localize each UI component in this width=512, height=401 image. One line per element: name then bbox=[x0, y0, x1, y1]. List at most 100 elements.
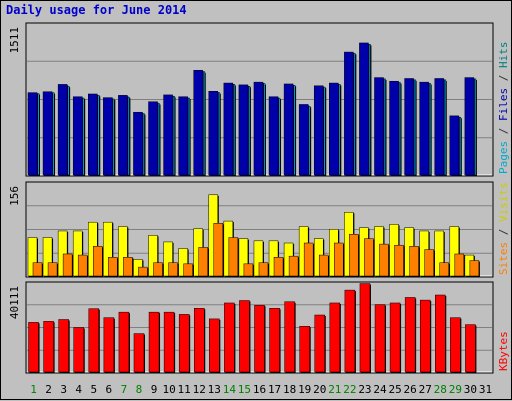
bar-files bbox=[283, 83, 294, 176]
bar-files bbox=[253, 81, 264, 176]
x-tick-label: 14 bbox=[223, 383, 237, 396]
x-tick-label: 10 bbox=[162, 383, 175, 396]
bar-visits bbox=[148, 235, 158, 277]
x-tick-label: 27 bbox=[419, 383, 432, 396]
x-tick-label: 1 bbox=[30, 383, 37, 396]
series-label: KBytes bbox=[497, 331, 510, 371]
bar-files bbox=[389, 80, 399, 176]
bar-files bbox=[344, 51, 354, 176]
x-tick-label: 4 bbox=[75, 383, 82, 396]
bar-kbytes bbox=[73, 327, 84, 373]
bar-kbytes bbox=[239, 300, 250, 373]
y-max-label: 1511 bbox=[8, 27, 21, 54]
series-label-part: / bbox=[497, 222, 510, 242]
bar-sites bbox=[168, 262, 178, 277]
series-label-part: / bbox=[497, 68, 510, 88]
bar-visits bbox=[163, 241, 173, 277]
x-tick-label: 13 bbox=[208, 383, 221, 396]
bar-kbytes bbox=[404, 297, 416, 373]
bar-sites bbox=[288, 255, 299, 277]
x-tick-label: 2 bbox=[45, 383, 52, 396]
bar-visits bbox=[178, 248, 188, 277]
bar-visits bbox=[253, 240, 264, 277]
bar-sites bbox=[349, 234, 359, 277]
bar-sites bbox=[198, 247, 208, 277]
bar-sites bbox=[334, 242, 344, 277]
bar-visits bbox=[72, 230, 83, 277]
bar-kbytes bbox=[193, 308, 205, 373]
bar-kbytes bbox=[43, 321, 54, 373]
x-tick-label: 22 bbox=[343, 383, 356, 396]
bar-visits bbox=[57, 230, 68, 277]
bar-files bbox=[374, 77, 384, 176]
bar-sites bbox=[424, 249, 434, 277]
x-tick-label: 7 bbox=[121, 383, 128, 396]
bar-kbytes bbox=[224, 302, 235, 373]
x-tick-label: 12 bbox=[193, 383, 206, 396]
x-tick-label: 24 bbox=[373, 383, 387, 396]
bar-sites bbox=[454, 253, 465, 277]
chart-title: Daily usage for June 2014 bbox=[6, 3, 187, 17]
bar-sites bbox=[47, 262, 58, 277]
bar-files bbox=[464, 77, 475, 176]
bar-kbytes bbox=[209, 318, 220, 373]
bar-sites bbox=[258, 262, 269, 277]
bar-kbytes bbox=[133, 333, 145, 373]
bar-kbytes bbox=[389, 302, 401, 373]
bar-files bbox=[163, 94, 173, 176]
x-tick-label: 17 bbox=[268, 383, 281, 396]
bar-kbytes bbox=[178, 314, 190, 373]
x-tick-label: 23 bbox=[358, 383, 371, 396]
series-label-part: Hits bbox=[497, 42, 510, 69]
series-label-part: Sites bbox=[497, 242, 510, 275]
bar-files bbox=[118, 95, 128, 176]
x-tick-label: 31 bbox=[479, 383, 492, 396]
bar-sites bbox=[379, 243, 389, 277]
bar-sites bbox=[273, 257, 284, 277]
bar-kbytes bbox=[329, 302, 341, 373]
bar-kbytes bbox=[435, 294, 446, 373]
x-tick-label: 21 bbox=[328, 383, 341, 396]
bar-sites bbox=[243, 263, 254, 277]
bar-kbytes bbox=[314, 314, 326, 373]
bar-visits bbox=[449, 226, 460, 277]
bar-kbytes bbox=[299, 325, 310, 373]
series-label-part: Visits bbox=[497, 182, 510, 222]
bar-files bbox=[223, 82, 234, 176]
bar-kbytes bbox=[465, 324, 476, 373]
bar-files bbox=[329, 82, 339, 176]
x-tick-label: 9 bbox=[151, 383, 158, 396]
bar-sites bbox=[364, 238, 374, 277]
x-tick-label: 5 bbox=[90, 383, 97, 396]
x-tick-label: 29 bbox=[449, 383, 462, 396]
series-label: Sites / Visits bbox=[497, 182, 510, 275]
x-tick-label: 11 bbox=[178, 383, 191, 396]
x-tick-label: 18 bbox=[283, 383, 296, 396]
bar-files bbox=[268, 96, 279, 176]
bar-sites bbox=[228, 237, 239, 277]
bar-kbytes bbox=[88, 308, 100, 373]
bar-kbytes bbox=[284, 301, 295, 373]
bar-files bbox=[238, 84, 249, 176]
bar-files bbox=[193, 70, 203, 176]
bar-kbytes bbox=[344, 289, 356, 373]
bar-files bbox=[57, 84, 68, 176]
bar-kbytes bbox=[419, 299, 431, 373]
bar-files bbox=[178, 96, 188, 176]
bar-files bbox=[298, 104, 309, 176]
bar-files bbox=[313, 85, 324, 176]
bar-files bbox=[359, 42, 369, 176]
bar-files bbox=[404, 78, 414, 176]
bar-sites bbox=[183, 263, 193, 277]
x-tick-label: 19 bbox=[298, 383, 311, 396]
bar-sites bbox=[318, 254, 329, 277]
bar-sites bbox=[108, 257, 118, 277]
series-label-part: Files bbox=[497, 88, 510, 121]
bar-kbytes bbox=[374, 304, 386, 373]
bar-files bbox=[133, 111, 143, 176]
y-max-label: 40111 bbox=[8, 286, 21, 319]
bar-files bbox=[208, 90, 219, 176]
bar-visits bbox=[103, 221, 113, 277]
